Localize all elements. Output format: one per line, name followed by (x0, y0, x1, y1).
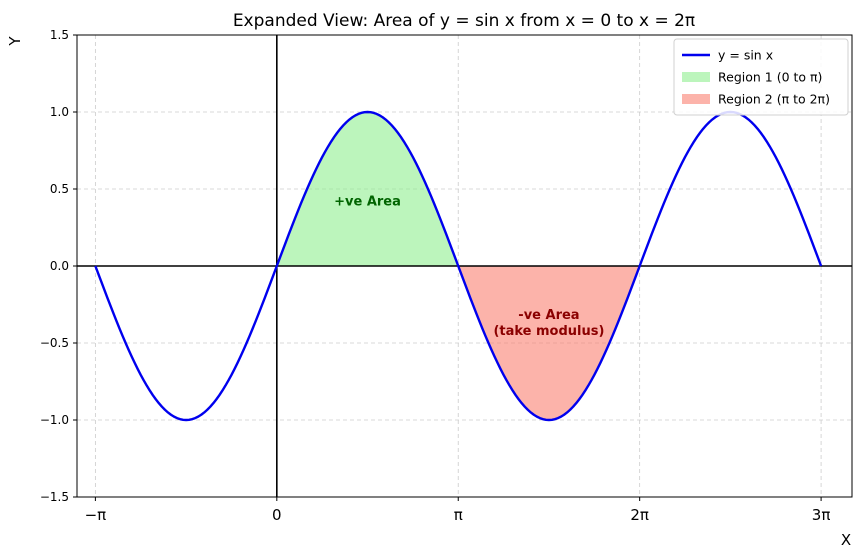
legend-label: y = sin x (718, 48, 773, 63)
x-tick-label: 2π (630, 506, 649, 524)
annotation-line: -ve Area (518, 308, 579, 323)
y-tick-label: −1.5 (40, 490, 69, 504)
y-tick-label: 1.0 (50, 105, 69, 119)
axis-ticks: −π 0 π 2π 3π −1.5 −1.0 −0.5 0.0 0.5 1.0 1.5 (40, 28, 831, 524)
annotations: +ve Area -ve Area (take modulus) (334, 194, 604, 339)
shaded-regions (276, 112, 640, 420)
y-tick-label: 0.0 (50, 259, 69, 273)
area-region-2-to-2 (458, 266, 640, 420)
y-tick-label: 1.5 (50, 28, 69, 42)
y-tick-label: −1.0 (40, 413, 69, 427)
x-tick-label: 0 (272, 506, 282, 524)
series-line-y-sin-x (94, 110, 823, 422)
annotation-label: +ve Area (334, 194, 401, 209)
legend-label: Region 2 (π to 2π) (718, 92, 830, 107)
y-tick-label: −0.5 (40, 336, 69, 350)
legend-swatch (682, 94, 710, 104)
annotation-line: (take modulus) (493, 324, 604, 339)
legend-swatch (682, 72, 710, 82)
y-axis-label: Y (6, 36, 24, 47)
area-region-1-0-to (276, 112, 459, 266)
chart-title: Expanded View: Area of y = sin x from x … (233, 11, 695, 31)
x-axis-label: X (841, 531, 851, 549)
legend-box (673, 38, 849, 116)
annotation-line: +ve Area (334, 194, 401, 209)
annotation-label: -ve Area (take modulus) (493, 308, 604, 339)
x-tick-label: π (454, 506, 463, 524)
legend: y = sin x Region 1 (0 to π) Region 2 (π to… (673, 38, 849, 116)
x-tick-label: −π (85, 506, 107, 524)
series-lines (94, 110, 823, 422)
x-tick-label: 3π (812, 506, 831, 524)
y-tick-label: 0.5 (50, 182, 69, 196)
legend-label: Region 1 (0 to π) (718, 70, 822, 85)
